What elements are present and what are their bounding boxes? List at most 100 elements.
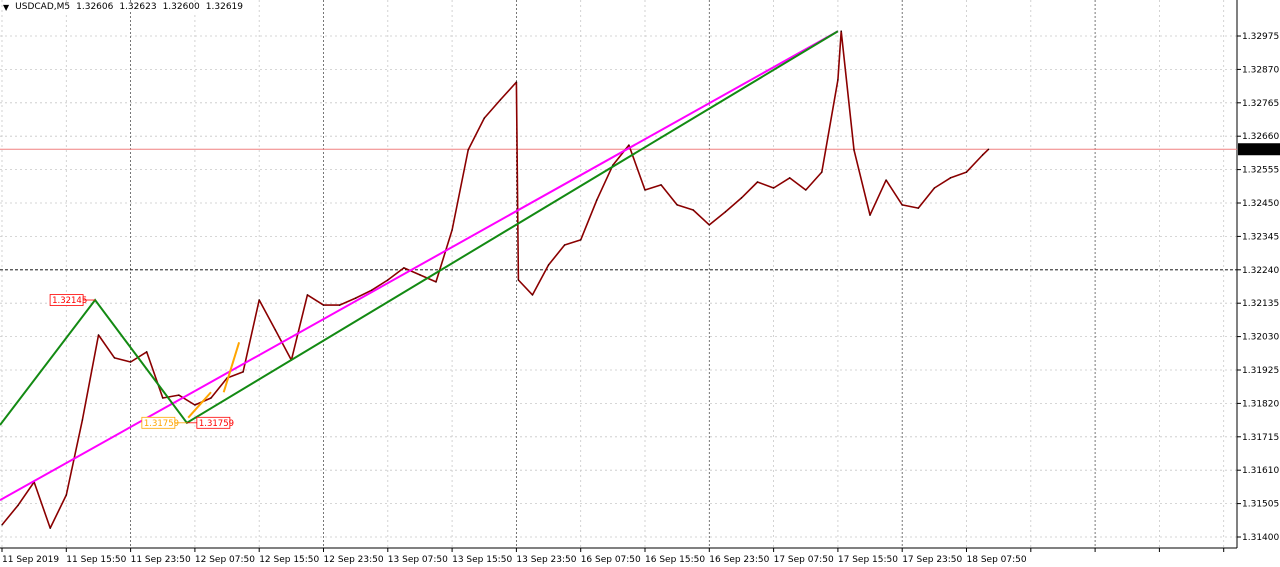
x-tick-label: 16 Sep 23:50 (709, 555, 769, 565)
price-point (483, 117, 485, 119)
price-point (660, 184, 662, 186)
x-tick-label: 13 Sep 15:50 (452, 555, 512, 565)
price-point (853, 149, 855, 151)
x-tick-label: 12 Sep 23:50 (324, 555, 384, 565)
price-point (467, 149, 469, 151)
x-tick-label: 17 Sep 07:50 (774, 555, 834, 565)
price-point (917, 207, 919, 209)
y-tick-label: 1.32660 (1242, 132, 1279, 142)
price-point (451, 229, 453, 231)
price-label-box (141, 416, 176, 429)
price-point (387, 279, 389, 281)
price-point (724, 211, 726, 213)
x-tick-label: 12 Sep 15:50 (259, 555, 319, 565)
price-point (355, 297, 357, 299)
y-tick-label: 1.31925 (1242, 366, 1279, 376)
y-tick-label: 1.32240 (1242, 266, 1279, 276)
price-point (531, 294, 534, 296)
orange-segment (222, 342, 241, 393)
y-tick-label: 1.31505 (1242, 500, 1279, 510)
price-point (419, 274, 421, 276)
x-tick-label: 11 Sep 23:50 (131, 555, 191, 565)
y-tick-label: 1.31400 (1242, 533, 1279, 543)
x-tick-label: 16 Sep 15:50 (645, 555, 705, 565)
orange-segment (187, 391, 212, 419)
y-tick-label: 1.32555 (1242, 166, 1279, 176)
price-point (981, 154, 984, 156)
low-value: 1.32600 (162, 2, 200, 12)
price-point (515, 81, 518, 83)
current-price-text: 1.32619 (1241, 145, 1278, 155)
price-label-text: 1.32145 (52, 296, 87, 306)
price-point (580, 239, 582, 241)
price-point (194, 404, 196, 406)
price-point (837, 79, 839, 81)
price-point (1, 524, 3, 526)
price-point (517, 279, 520, 281)
close-value: 1.32619 (205, 2, 243, 12)
price-point (933, 187, 935, 189)
y-tick-label: 1.31610 (1242, 466, 1279, 476)
price-point (65, 494, 67, 496)
price-point (949, 177, 952, 179)
price-point (821, 171, 823, 173)
price-point (274, 329, 276, 331)
x-tick-label: 11 Sep 15:50 (66, 555, 126, 565)
y-tick-label: 1.32450 (1242, 199, 1279, 209)
price-point (499, 99, 501, 101)
x-tick-label: 17 Sep 23:50 (902, 555, 962, 565)
price-point (869, 214, 871, 216)
price-label-box (196, 416, 231, 429)
price-point (644, 189, 646, 191)
price-point (885, 179, 887, 181)
x-tick-label: 13 Sep 23:50 (516, 555, 576, 565)
price-point (81, 419, 83, 421)
price-point (242, 371, 244, 373)
price-point (547, 264, 550, 266)
symbol-label: USDCAD,M5 (15, 2, 71, 12)
price-point (162, 397, 164, 399)
y-tick-label: 1.32135 (1242, 299, 1279, 309)
price-point (628, 144, 630, 146)
price-point (596, 199, 598, 201)
price-point (740, 197, 743, 199)
price-label-text: 1.31759 (199, 419, 234, 429)
price-point (773, 187, 775, 189)
price-point (965, 171, 968, 173)
price-point (49, 527, 51, 529)
x-tick-label: 13 Sep 07:50 (388, 555, 448, 565)
price-point (708, 224, 710, 226)
price-point (130, 361, 132, 363)
price-point (113, 357, 116, 359)
price-point (840, 30, 842, 32)
price-point (676, 204, 678, 206)
price-label-text: 1.31759 (144, 419, 179, 429)
y-tick-label: 1.31820 (1242, 399, 1279, 409)
price-point (435, 281, 437, 283)
price-point (146, 351, 148, 353)
price-point (178, 394, 180, 396)
zigzag-line (0, 30, 839, 426)
open-value: 1.32606 (76, 2, 114, 12)
y-tick-label: 1.32975 (1242, 32, 1279, 42)
price-point (901, 204, 903, 206)
y-tick-label: 1.32765 (1242, 99, 1279, 109)
price-point (805, 189, 807, 191)
price-point (338, 304, 341, 306)
price-point (564, 244, 566, 246)
y-tick-label: 1.32345 (1242, 232, 1279, 242)
price-point (210, 397, 212, 399)
price-point (371, 289, 373, 291)
price-point (17, 504, 19, 506)
price-point (258, 299, 260, 301)
high-value: 1.32623 (119, 2, 157, 12)
price-point (322, 304, 325, 306)
x-tick-label: 11 Sep 2019 (2, 555, 59, 565)
price-point (97, 334, 100, 336)
current-price-tag (1238, 143, 1280, 156)
price-point (756, 181, 759, 183)
triangle-down-icon[interactable]: ▼ (3, 2, 10, 12)
y-tick-label: 1.32030 (1242, 333, 1279, 343)
